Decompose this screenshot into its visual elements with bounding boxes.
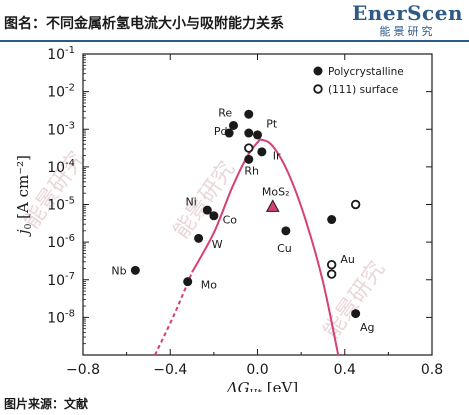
- y-tick-label: 10-1: [47, 45, 75, 63]
- axis-labels: ΔGH* [eV] j0 [A cm⁻²]: [14, 155, 298, 392]
- point-label: Re: [218, 106, 232, 119]
- figure-title: 图名：不同金属析氢电流大小与吸附能力关系: [4, 16, 284, 32]
- brand-logo: EnerScen 能景研究: [352, 2, 463, 39]
- x-tick-label: −0.4: [153, 362, 187, 378]
- x-tick-label: 0.4: [334, 362, 356, 378]
- data-point-polycrystalline: [183, 277, 193, 287]
- watermark-text: 能景研究: [169, 157, 240, 243]
- brand-name-cn: 能景研究: [379, 25, 436, 38]
- data-point-mos2: [265, 199, 280, 212]
- header-divider: [0, 40, 469, 42]
- data-point-polycrystalline: [281, 226, 291, 236]
- point-label: W: [212, 238, 223, 251]
- point-label: Ag: [360, 321, 375, 334]
- data-point-polycrystalline: [257, 147, 267, 157]
- legend-marker-filled: [313, 66, 323, 76]
- x-tick-label: 0.0: [246, 362, 268, 378]
- data-point-polycrystalline: [209, 211, 219, 221]
- data-point-polycrystalline: [130, 265, 140, 275]
- y-tick-label: 10-7: [47, 271, 75, 289]
- x-axis-label: ΔGH* [eV]: [226, 379, 298, 392]
- point-label: Pd: [214, 125, 228, 138]
- legend: Polycrystalline (111) surface: [313, 66, 404, 96]
- point-label: Rh: [244, 165, 259, 178]
- y-tick-label: 10-6: [47, 233, 75, 251]
- source-note: 图片来源：文献: [4, 397, 89, 411]
- y-tick-label: 10-5: [47, 196, 75, 214]
- data-point-polycrystalline: [194, 233, 204, 243]
- legend-label: Polycrystalline: [328, 66, 404, 78]
- data-point-polycrystalline: [244, 154, 254, 164]
- point-label: Ni: [186, 195, 197, 208]
- data-point-polycrystalline: [327, 215, 337, 225]
- y-tick-label: 10-2: [47, 83, 75, 101]
- point-label: Co: [223, 214, 238, 227]
- data-point-polycrystalline: [202, 205, 212, 215]
- axis-ticks: −0.8 −0.4 0.0 0.4 0.8 10-8 10-7 10-6 10-5 10-4 10-…: [47, 45, 443, 378]
- header: 图名：不同金属析氢电流大小与吸附能力关系 EnerScen 能景研究: [0, 0, 469, 44]
- data-points: [130, 109, 361, 319]
- point-label: Au: [340, 253, 355, 266]
- data-point-polycrystalline: [244, 128, 254, 138]
- data-point-polycrystalline: [351, 309, 361, 319]
- data-point-111-surface: [326, 259, 337, 270]
- brand-name-en: EnerScen: [352, 1, 463, 25]
- y-tick-label: 10-4: [47, 158, 75, 176]
- data-point-111-surface: [350, 199, 361, 210]
- legend-label: (111) surface: [328, 84, 398, 96]
- point-label: Mo: [201, 279, 217, 292]
- y-tick-label: 10-8: [47, 308, 75, 326]
- data-point-polycrystalline: [229, 120, 239, 130]
- data-point-polycrystalline: [244, 109, 254, 119]
- point-label: Pt: [266, 118, 278, 131]
- legend-marker-open: [313, 84, 323, 94]
- data-point-polycrystalline: [224, 128, 234, 138]
- volcano-curve-solid: [191, 138, 340, 356]
- y-tick-label: 10-3: [47, 120, 75, 138]
- point-label: Nb: [111, 264, 126, 277]
- plot-border: [82, 53, 433, 356]
- data-point-111-surface: [244, 143, 254, 153]
- data-point-111-surface: [326, 269, 337, 279]
- point-label: Ir: [273, 150, 281, 163]
- x-tick-label: −0.8: [66, 362, 100, 378]
- data-point-polycrystalline: [253, 130, 262, 140]
- point-label: MoS₂: [262, 185, 290, 198]
- plot-frame: [82, 53, 433, 356]
- x-tick-label: 0.8: [421, 362, 443, 378]
- y-axis-label: j0 [A cm⁻²]: [14, 155, 34, 237]
- point-label: Cu: [277, 242, 292, 255]
